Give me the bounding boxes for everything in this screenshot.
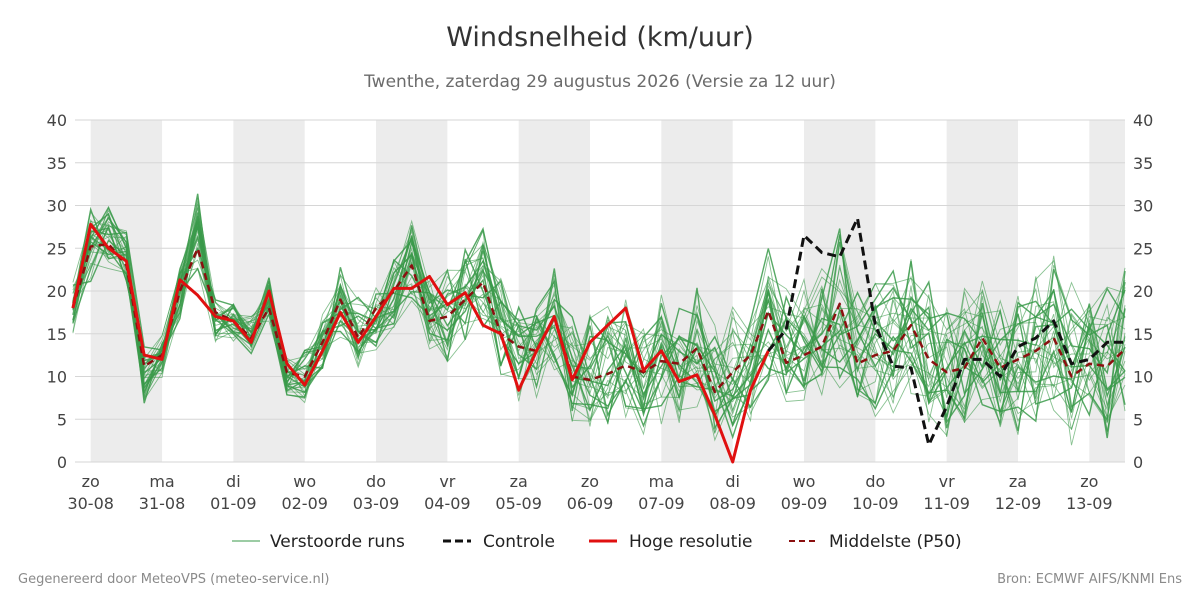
x-tick-day: vr xyxy=(439,472,455,491)
x-tick-date: 04-09 xyxy=(424,494,471,513)
y-tick-label-right: 25 xyxy=(1133,239,1153,258)
x-tick-date: 08-09 xyxy=(709,494,756,513)
x-tick-day: di xyxy=(226,472,241,491)
control-line xyxy=(767,216,1125,447)
y-tick-label-left: 30 xyxy=(47,197,67,216)
x-tick-date: 12-09 xyxy=(995,494,1042,513)
y-tick-label-right: 10 xyxy=(1133,368,1153,387)
y-tick-label-left: 20 xyxy=(47,282,67,301)
x-tick-date: 09-09 xyxy=(781,494,828,513)
x-tick-day: ma xyxy=(149,472,174,491)
x-tick-day: zo xyxy=(82,472,100,491)
main-series xyxy=(71,216,1126,464)
median-line xyxy=(71,242,1126,394)
y-tick-label-right: 35 xyxy=(1133,154,1153,173)
ensemble-run xyxy=(72,205,1126,425)
x-tick-day: zo xyxy=(1080,472,1098,491)
x-tick-day: wo xyxy=(793,472,816,491)
y-tick-label-right: 15 xyxy=(1133,325,1153,344)
y-axis-left: 0 5 10 15 20 25 30 35 40 xyxy=(47,111,67,472)
ensemble-run xyxy=(72,206,1126,417)
x-axis: zo 30-08 ma 31-08 di 01-09 wo 02-09 do 03-09 vr 04-… xyxy=(67,472,1112,513)
ensemble-run xyxy=(72,204,1126,435)
y-tick-label-right: 20 xyxy=(1133,282,1153,301)
y-tick-label-left: 15 xyxy=(47,325,67,344)
legend-label-ensemble: Verstoorde runs xyxy=(270,532,405,552)
x-tick-day: do xyxy=(865,472,885,491)
x-tick-date: 30-08 xyxy=(67,494,114,513)
x-tick-date: 07-09 xyxy=(638,494,685,513)
x-tick-day: do xyxy=(366,472,386,491)
x-tick-date: 10-09 xyxy=(852,494,899,513)
y-tick-label-left: 35 xyxy=(47,154,67,173)
y-tick-label-left: 5 xyxy=(57,410,67,429)
y-tick-label-left: 25 xyxy=(47,239,67,258)
chart-title: Windsnelheid (km/uur) xyxy=(446,22,754,53)
chart-subtitle: Twenthe, zaterdag 29 augustus 2026 (Vers… xyxy=(364,72,836,92)
legend-label-median: Middelste (P50) xyxy=(829,532,962,552)
legend: Verstoorde runs Controle Hoge resolutie … xyxy=(232,532,962,552)
y-tick-label-right: 40 xyxy=(1133,111,1153,130)
ensemble-run xyxy=(72,224,1126,403)
ensemble-run xyxy=(72,229,1126,424)
x-tick-day: zo xyxy=(581,472,599,491)
x-tick-date: 01-09 xyxy=(210,494,257,513)
footer-source: Bron: ECMWF AIFS/KNMI Ens xyxy=(997,572,1182,587)
x-tick-day: za xyxy=(510,472,528,491)
y-tick-label-right: 30 xyxy=(1133,197,1153,216)
x-tick-date: 05-09 xyxy=(495,494,542,513)
x-tick-date: 11-09 xyxy=(923,494,970,513)
x-tick-day: za xyxy=(1009,472,1027,491)
y-tick-label-right: 5 xyxy=(1133,410,1143,429)
x-tick-day: vr xyxy=(939,472,955,491)
x-tick-date: 13-09 xyxy=(1066,494,1113,513)
y-tick-label-left: 0 xyxy=(57,453,67,472)
legend-label-hires: Hoge resolutie xyxy=(629,532,753,552)
x-tick-date: 06-09 xyxy=(567,494,614,513)
x-tick-date: 31-08 xyxy=(139,494,186,513)
x-tick-day: wo xyxy=(293,472,316,491)
y-tick-label-right: 0 xyxy=(1133,453,1143,472)
x-tick-day: ma xyxy=(649,472,674,491)
x-tick-day: di xyxy=(725,472,740,491)
y-tick-label-left: 40 xyxy=(47,111,67,130)
footer-generated: Gegenereerd door MeteoVPS (meteo-service… xyxy=(18,572,330,587)
hires-line xyxy=(71,222,770,464)
y-tick-label-left: 10 xyxy=(47,368,67,387)
y-axis-right: 0 5 10 15 20 25 30 35 40 xyxy=(1133,111,1153,472)
ensemble-run xyxy=(72,234,1126,433)
legend-label-control: Controle xyxy=(483,532,555,552)
x-tick-date: 03-09 xyxy=(353,494,400,513)
x-tick-date: 02-09 xyxy=(281,494,328,513)
ensemble-run xyxy=(72,220,1126,422)
